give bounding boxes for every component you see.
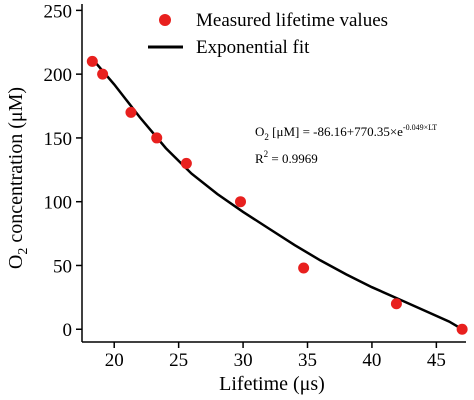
y-title-subscript: 2 — [16, 248, 31, 255]
legend-label: Measured lifetime values — [196, 10, 388, 31]
x-tick-label: 25 — [169, 350, 188, 371]
x-tick-label: 45 — [427, 350, 446, 371]
y-title-part: concentration (μM) — [5, 87, 27, 248]
y-axis-title: O2 concentration (μM) — [5, 87, 31, 269]
x-tick-label: 40 — [362, 350, 381, 371]
y-tick-label: 0 — [63, 320, 73, 341]
r2-part: R — [255, 151, 264, 166]
data-point — [456, 323, 468, 335]
r2-part: = 0.9969 — [268, 151, 318, 166]
y-title-part: O — [5, 255, 27, 269]
fit-line — [91, 57, 463, 331]
equation-part: O — [255, 124, 264, 139]
y-tick-label: 250 — [44, 1, 73, 22]
equation-part: [μM] = -86.16+770.35×e — [269, 124, 403, 139]
data-point — [234, 196, 246, 208]
r2-superscript: 2 — [264, 149, 269, 159]
data-point — [86, 55, 98, 67]
y-tick-label: 200 — [44, 65, 73, 86]
data-point — [151, 132, 163, 144]
legend-swatch — [159, 14, 171, 26]
data-point — [180, 157, 192, 169]
legend-label: Exponential fit — [196, 37, 310, 58]
y-tick-label: 150 — [44, 129, 73, 150]
r-squared: R2 = 0.9969 — [255, 149, 318, 166]
data-point — [390, 298, 402, 310]
x-axis-title: Lifetime (μs) — [219, 373, 325, 395]
y-tick-label: 50 — [53, 256, 72, 277]
equation: O2 [μM] = -86.16+770.35×e-0.049×LT — [255, 123, 437, 142]
equation-superscript: -0.049×LT — [403, 123, 437, 132]
equation-subscript: 2 — [264, 132, 269, 142]
x-tick-label: 30 — [234, 350, 253, 371]
x-tick-label: 35 — [298, 350, 317, 371]
data-point — [298, 262, 310, 274]
x-tick-label: 20 — [105, 350, 124, 371]
y-tick-label: 100 — [44, 193, 73, 214]
data-point — [125, 106, 137, 118]
data-point — [97, 68, 109, 80]
